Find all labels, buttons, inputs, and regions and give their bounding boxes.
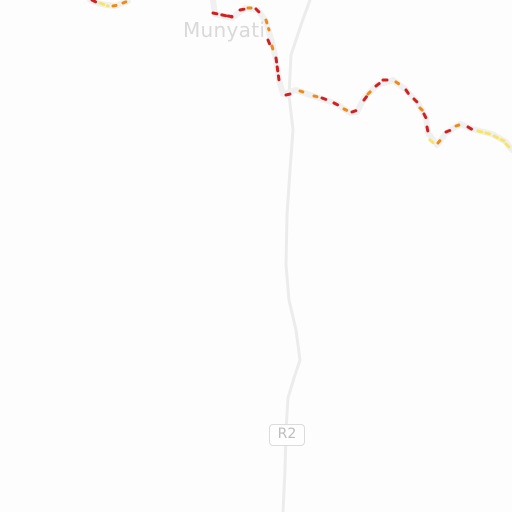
traffic-heavy	[90, 0, 475, 134]
traffic-moderate	[111, 0, 464, 145]
road-r2	[281, 0, 312, 512]
road-shield-r2[interactable]: R2	[269, 424, 305, 446]
traffic-light	[98, 1, 512, 150]
place-label-town[interactable]: Munyati	[183, 18, 266, 42]
